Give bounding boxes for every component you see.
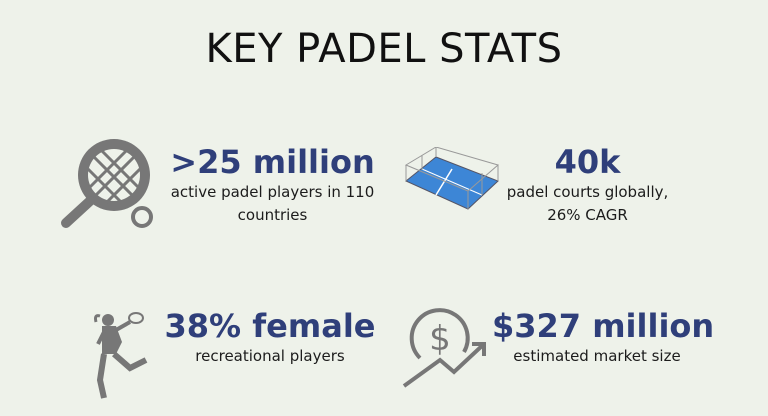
page-title: KEY PADEL STATS [205,26,563,72]
stat-market: $327 million estimated market size [492,307,715,368]
stat-value: 40k [554,143,621,181]
stat-female: 38% female recreational players [160,307,380,368]
stat-players: >25 million active padel players in 110 … [160,143,385,227]
stat-description: active padel players in 110 [170,183,375,201]
stat-courts: 40k padel courts globally, 26% CAGR [495,143,680,227]
padel-racket-icon [58,135,158,240]
stat-description: padel courts globally, [506,183,669,201]
stat-description: 26% CAGR [547,206,628,224]
stat-description: recreational players [195,347,345,365]
stat-value: >25 million [170,143,375,181]
dollar-growth-icon: $ [400,300,492,397]
female-player-icon [90,310,152,405]
padel-court-icon [402,146,502,222]
stat-description: estimated market size [513,347,681,365]
stat-description: countries [237,206,308,224]
stat-value: 38% female [164,307,376,345]
svg-text:$: $ [429,319,451,359]
stat-value: $327 million [492,307,715,345]
